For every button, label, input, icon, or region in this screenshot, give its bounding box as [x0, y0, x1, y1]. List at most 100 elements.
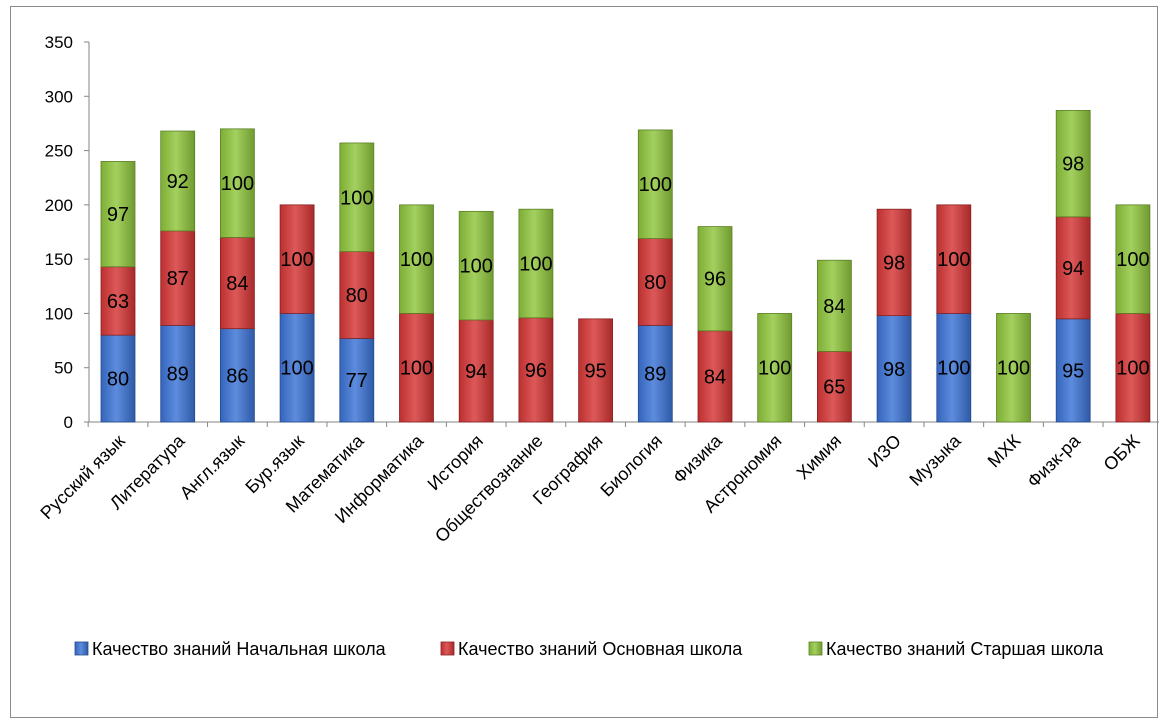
chart-frame: 0 50 100 150 200 250 300 350 80 63 97 89 87 92 86 84 10…	[10, 6, 1159, 718]
data-label: 97	[107, 204, 129, 226]
bar-segment	[1115, 313, 1151, 423]
data-label: 100	[400, 249, 433, 271]
bar-segment	[1055, 110, 1091, 218]
bar-segment	[399, 204, 434, 314]
data-label: 87	[167, 268, 189, 290]
legend-entry: Качество знаний Старшая школа	[826, 639, 1104, 659]
category-label: Музыка	[905, 430, 965, 490]
bar-segment	[876, 208, 912, 316]
bar-segment	[876, 315, 912, 423]
legend-entry: Качество знаний Основная школа	[458, 639, 743, 659]
legend-swatch	[74, 641, 89, 656]
bar-segment	[100, 334, 136, 423]
bar-segment	[219, 128, 255, 238]
bar-segment	[936, 313, 972, 423]
category-label: ОБЖ	[1100, 430, 1144, 474]
bar-segment	[817, 259, 852, 352]
bar-segment	[518, 208, 554, 319]
legend-entry: Качество знаний Начальная школа	[92, 639, 387, 659]
data-label: 98	[1062, 154, 1084, 176]
category-label: Англ.язык	[176, 431, 249, 504]
bar-segment	[1055, 216, 1091, 320]
stacked-bar-chart: 0 50 100 150 200 250 300 350 80 63 97 89 87 92 86 84 10…	[36, 33, 1159, 659]
axis-layer: 0 50 100 150 200 250 300 350	[45, 33, 1159, 432]
bar-segment	[458, 210, 494, 321]
y-tick-label: 150	[45, 250, 73, 269]
data-label: 84	[226, 273, 248, 295]
bar-segment	[160, 130, 196, 232]
y-tick-label: 350	[45, 33, 73, 52]
data-label: 86	[226, 365, 248, 387]
category-label: ИЗО	[864, 431, 905, 472]
bar-segment	[339, 251, 375, 339]
data-label: 96	[525, 360, 547, 382]
bar-segment	[160, 230, 196, 326]
data-label: 100	[1116, 249, 1149, 271]
bar-segment	[637, 324, 673, 423]
category-label: Обществознание	[431, 431, 547, 547]
bar-segment	[936, 204, 972, 314]
bar-segment	[518, 317, 554, 423]
data-label: 80	[644, 272, 666, 294]
data-label: 100	[937, 358, 970, 380]
y-tick-label: 300	[45, 87, 73, 106]
bar-segment	[339, 337, 375, 423]
bars-layer	[100, 110, 1151, 423]
category-label: Биология	[596, 431, 666, 501]
data-label: 100	[519, 253, 552, 275]
data-labels-layer: 80 63 97 89 87 92 86 84 100 100 100 77 80 100 100 100 94…	[107, 154, 1150, 399]
data-label: 84	[823, 296, 845, 318]
data-label: 84	[704, 366, 726, 388]
category-label: Физика	[669, 430, 727, 488]
bar-segment	[578, 318, 613, 423]
data-label: 100	[639, 174, 672, 196]
data-label: 100	[937, 249, 970, 271]
data-label: 89	[167, 364, 189, 386]
data-label: 100	[1116, 358, 1149, 380]
data-label: 63	[107, 291, 129, 313]
bar-segment	[458, 319, 494, 423]
bar-segment	[697, 226, 733, 332]
bar-segment	[637, 129, 673, 239]
data-label: 100	[221, 173, 254, 195]
bar-segment	[219, 328, 255, 423]
category-label: Химия	[793, 431, 846, 484]
legend: Качество знаний Начальная школа Качество …	[74, 639, 1104, 659]
legend-swatch	[440, 641, 455, 656]
data-label: 96	[704, 269, 726, 291]
bar-segment	[637, 238, 673, 326]
bar-segment	[1115, 204, 1151, 314]
data-label: 77	[346, 370, 368, 392]
data-label: 95	[584, 360, 606, 382]
legend-swatch	[808, 641, 823, 656]
data-label: 94	[465, 361, 487, 383]
data-label: 95	[1062, 360, 1084, 382]
data-label: 100	[280, 358, 313, 380]
data-label: 100	[280, 249, 313, 271]
bar-segment	[339, 142, 375, 252]
bar-segment	[219, 237, 255, 330]
bar-segment	[279, 313, 315, 423]
data-label: 80	[107, 369, 129, 391]
data-label: 92	[167, 171, 189, 193]
bar-segment	[757, 313, 793, 423]
bar-segment	[279, 204, 315, 314]
y-tick-label: 100	[45, 304, 73, 323]
y-tick-label: 0	[64, 413, 73, 432]
data-label: 98	[883, 359, 905, 381]
category-label: МХК	[984, 430, 1025, 471]
data-label: 94	[1062, 258, 1084, 280]
data-label: 89	[644, 364, 666, 386]
data-label: 80	[346, 285, 368, 307]
data-label: 98	[883, 252, 905, 274]
category-labels-layer: Русский языкЛитератураАнгл.языкБур.языкМ…	[36, 430, 1144, 546]
bar-segment	[100, 266, 136, 336]
data-label: 100	[997, 358, 1030, 380]
bar-segment	[100, 161, 136, 268]
data-label: 100	[758, 358, 791, 380]
bar-segment	[160, 324, 196, 423]
y-tick-label: 50	[54, 359, 73, 378]
data-label: 65	[823, 377, 845, 399]
category-label: Физк-ра	[1023, 430, 1084, 491]
data-label: 100	[400, 358, 433, 380]
